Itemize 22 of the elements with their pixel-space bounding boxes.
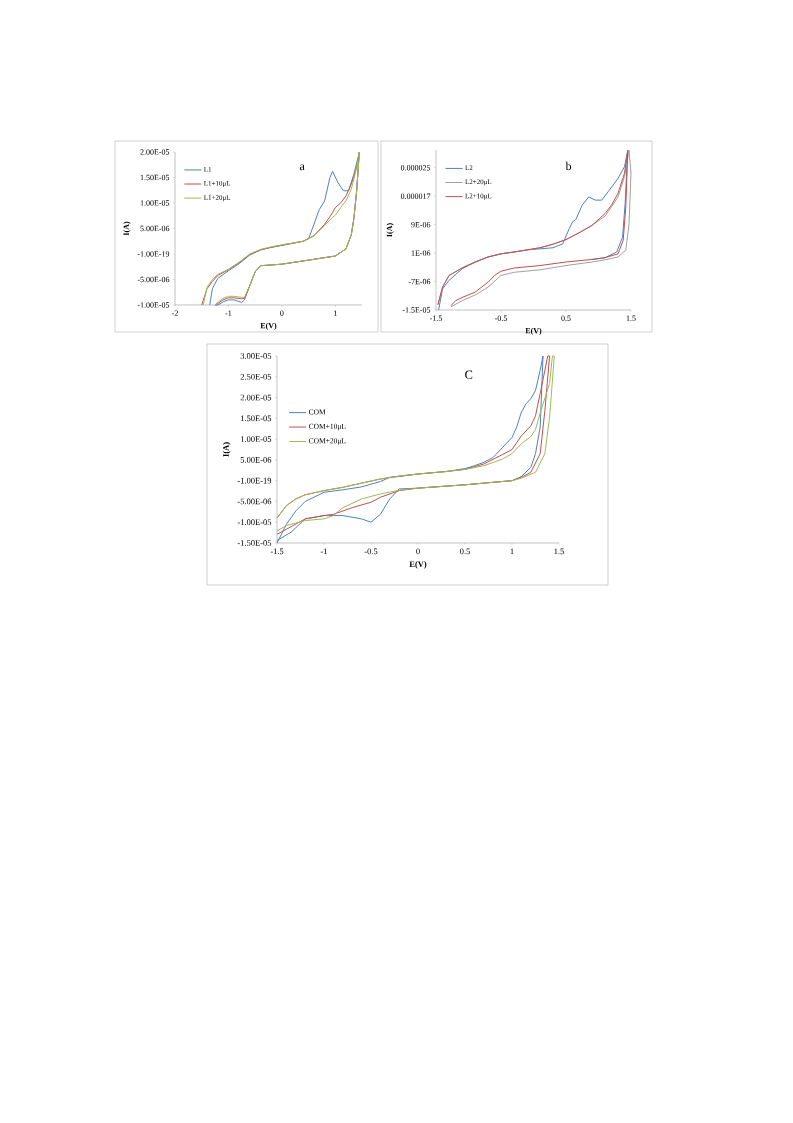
- y-tick-label: -1.00E-19: [237, 477, 272, 484]
- y-axis-title: I(A): [222, 442, 231, 457]
- y-tick-label: 3.00E-05: [240, 353, 272, 359]
- y-tick-label: 1.00E-05: [240, 436, 272, 442]
- annotation: C: [465, 370, 473, 379]
- y-tick-label: 5.00E-06: [240, 457, 272, 463]
- x-axis-title: E(V): [409, 561, 427, 569]
- x-tick-label: 1: [510, 548, 514, 555]
- y-tick-label: 2.50E-05: [240, 373, 272, 380]
- annotation: a: [299, 164, 305, 171]
- x-tick-label: -0.5: [364, 548, 378, 555]
- y-tick-label: -1.00E-05: [237, 519, 272, 526]
- x-tick-label: -1.5: [270, 548, 284, 555]
- y-tick-label: 1.50E-05: [240, 415, 272, 422]
- y-tick-label: -1.50E-05: [237, 540, 272, 546]
- x-tick-label: 0.5: [460, 548, 470, 555]
- x-tick-label: 0: [416, 548, 420, 555]
- y-tick-label: 2.00E-05: [240, 394, 272, 401]
- x-tick-label: 1.5: [554, 548, 564, 555]
- y-tick-label: -5.00E-06: [237, 498, 272, 505]
- x-tick-label: -1: [320, 548, 328, 555]
- annotation: b: [565, 161, 572, 171]
